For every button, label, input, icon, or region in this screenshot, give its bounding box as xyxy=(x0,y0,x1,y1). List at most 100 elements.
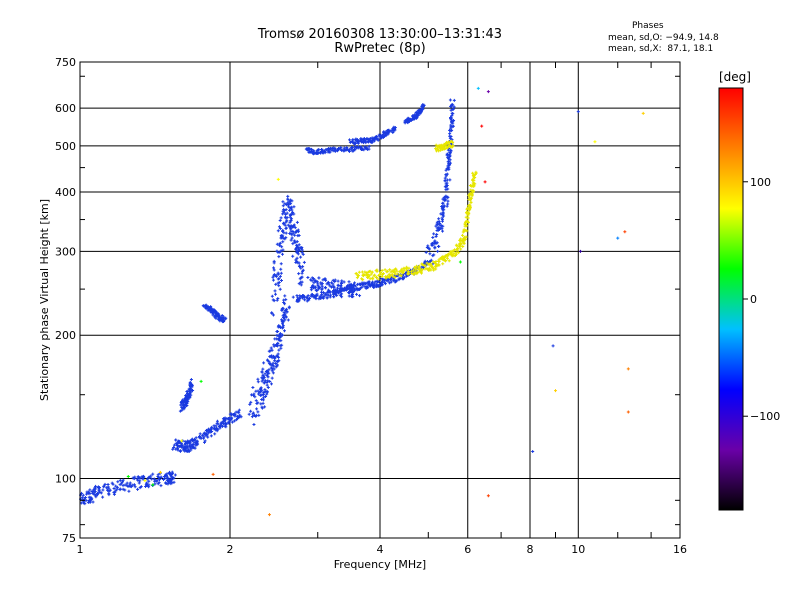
data-point xyxy=(281,320,285,324)
data-point xyxy=(364,273,368,277)
data-point xyxy=(325,296,329,300)
data-point xyxy=(466,220,470,224)
data-point xyxy=(356,139,360,143)
data-point xyxy=(274,361,278,365)
data-point xyxy=(420,271,424,275)
data-point xyxy=(290,236,294,240)
x-tick-label: 4 xyxy=(377,543,384,556)
data-point xyxy=(256,377,260,381)
data-point xyxy=(364,281,368,285)
data-point xyxy=(433,239,437,243)
data-point xyxy=(278,244,282,248)
data-point xyxy=(88,492,92,496)
data-point xyxy=(578,249,582,253)
data-point xyxy=(80,496,84,500)
data-point xyxy=(183,405,187,409)
data-point xyxy=(262,374,266,378)
x-tick-label: 6 xyxy=(464,543,471,556)
data-point xyxy=(397,278,401,282)
data-point xyxy=(446,160,450,164)
data-point xyxy=(380,269,384,273)
data-point xyxy=(297,261,301,265)
data-point xyxy=(276,359,280,363)
data-point xyxy=(267,513,271,517)
data-point xyxy=(351,291,355,295)
data-point xyxy=(439,224,443,228)
data-point xyxy=(210,309,214,313)
data-point xyxy=(451,124,455,128)
data-point xyxy=(262,391,266,395)
data-point xyxy=(261,398,265,402)
data-point xyxy=(276,277,280,281)
data-point xyxy=(189,393,193,397)
data-point xyxy=(237,408,241,412)
data-point xyxy=(360,140,364,144)
data-point xyxy=(281,240,285,244)
data-point xyxy=(286,194,290,198)
data-point xyxy=(333,279,337,283)
data-point xyxy=(441,262,445,266)
data-point xyxy=(281,221,285,225)
data-point xyxy=(400,267,404,271)
x-tick-label: 10 xyxy=(571,543,585,556)
data-point xyxy=(432,232,436,236)
data-point xyxy=(94,493,98,497)
x-tick-label: 2 xyxy=(227,543,234,556)
data-point xyxy=(289,207,293,211)
data-point xyxy=(284,307,288,311)
data-point xyxy=(303,298,307,302)
data-point xyxy=(220,314,224,318)
data-point xyxy=(266,390,270,394)
data-point xyxy=(471,181,475,185)
data-point xyxy=(429,268,433,272)
data-point xyxy=(271,361,275,365)
data-point xyxy=(444,172,448,176)
chart-subtitle: RwPretec (8p) xyxy=(334,41,426,56)
data-point xyxy=(458,242,462,246)
data-point xyxy=(433,246,437,250)
data-point xyxy=(388,129,392,133)
data-point xyxy=(446,199,450,203)
data-point xyxy=(121,478,125,482)
data-point xyxy=(277,355,281,359)
data-point xyxy=(351,138,355,142)
data-point xyxy=(279,216,283,220)
data-point xyxy=(388,268,392,272)
data-point xyxy=(156,473,160,477)
data-point xyxy=(348,287,352,291)
data-point xyxy=(368,277,372,281)
data-point xyxy=(413,115,417,119)
data-point xyxy=(298,297,302,301)
data-point xyxy=(361,278,365,282)
data-point xyxy=(221,316,225,320)
data-point xyxy=(435,241,439,245)
data-point xyxy=(288,208,292,212)
data-point xyxy=(448,136,452,140)
data-point xyxy=(317,148,321,152)
data-point xyxy=(262,381,266,385)
data-point xyxy=(444,146,448,150)
data-point xyxy=(444,194,448,198)
data-point xyxy=(195,439,199,443)
data-point xyxy=(387,130,391,134)
data-point xyxy=(380,281,384,285)
data-point xyxy=(296,228,300,232)
data-point xyxy=(448,158,452,162)
data-point xyxy=(451,144,455,148)
data-point xyxy=(204,306,208,310)
data-point xyxy=(452,105,456,109)
colorbar-tick-label: 0 xyxy=(750,293,757,306)
data-point xyxy=(443,143,447,147)
data-point xyxy=(280,308,284,312)
data-point xyxy=(363,270,367,274)
data-point xyxy=(269,346,273,350)
data-point xyxy=(352,147,356,151)
data-point xyxy=(450,104,454,108)
data-point xyxy=(251,386,255,390)
data-point xyxy=(254,399,258,403)
data-point xyxy=(458,260,462,264)
data-point xyxy=(133,485,137,489)
data-point xyxy=(194,436,198,440)
data-point xyxy=(263,405,267,409)
